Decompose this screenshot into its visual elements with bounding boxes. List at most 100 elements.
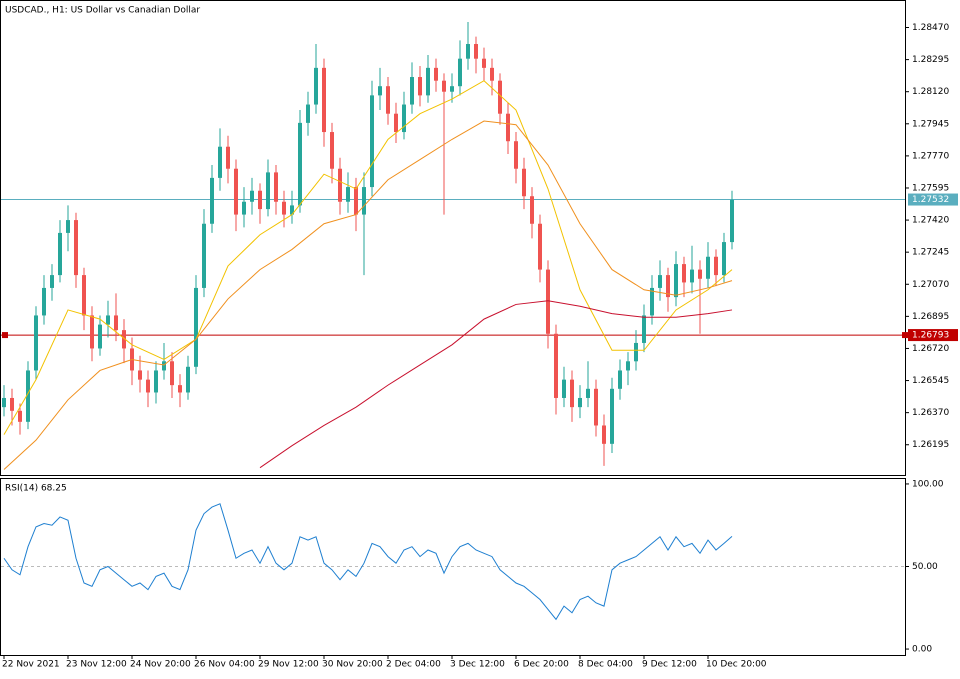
candle-body [106, 315, 110, 325]
candle-body [154, 370, 158, 393]
x-tick-label: 8 Dec 04:00 [578, 660, 633, 670]
candle-body [50, 275, 54, 288]
candle-body [482, 58, 486, 68]
y-tick-label: 1.26195 [912, 440, 949, 450]
rsi-tick-label: 0.00 [912, 645, 932, 655]
y-tick-label: 1.27420 [912, 216, 949, 226]
candle-body [42, 287, 46, 316]
y-tick-label: 1.27595 [912, 183, 949, 193]
candle-body [682, 264, 686, 283]
candle-body [634, 342, 638, 362]
candle-body [490, 67, 494, 81]
candle-body [346, 187, 350, 202]
candle-body [18, 410, 22, 422]
candle-body [426, 67, 430, 96]
candle-body [234, 168, 238, 215]
candle-body [626, 361, 630, 371]
candle-body [274, 172, 278, 202]
moving-average [3, 120, 733, 470]
candle-body [570, 379, 574, 408]
y-tick-label: 1.28120 [912, 87, 949, 97]
price-label-box [908, 329, 958, 342]
rsi-tick-label: 100.00 [912, 479, 944, 489]
chart-title: USDCAD., H1: US Dollar vs Canadian Dolla… [5, 6, 200, 16]
candle-body [178, 385, 182, 393]
y-tick-label: 1.27945 [912, 119, 949, 129]
candle-body [66, 220, 70, 233]
candle-body [698, 269, 702, 279]
y-tick-label: 1.26895 [912, 312, 949, 322]
candle-body [650, 287, 654, 316]
candle-body [498, 80, 502, 114]
y-tick-label: 1.28470 [912, 23, 949, 33]
moving-average [3, 80, 733, 435]
candle-body [378, 86, 382, 96]
moving-average [259, 300, 733, 469]
price-label: 1.26793 [912, 331, 949, 341]
y-tick-label: 1.26720 [912, 344, 949, 354]
candle-body [618, 370, 622, 389]
candle-body [34, 315, 38, 371]
candle-body [450, 86, 454, 92]
candle-body [146, 379, 150, 393]
candle-body [402, 104, 406, 133]
rsi-line [3, 503, 733, 621]
line-handle [2, 332, 8, 339]
candle-body [226, 146, 230, 169]
candle-body [730, 199, 734, 243]
candle-body [210, 177, 214, 224]
candle-body [722, 242, 726, 276]
y-tick-label: 1.27770 [912, 151, 949, 161]
candle-body [706, 256, 710, 279]
x-tick-label: 6 Dec 20:00 [514, 660, 569, 670]
candle-body [2, 397, 6, 408]
candle-body [658, 275, 662, 288]
x-tick-label: 9 Dec 12:00 [642, 660, 697, 670]
rsi-tick-label: 50.00 [912, 562, 938, 572]
x-tick-label: 24 Nov 20:00 [130, 660, 191, 670]
candle-body [162, 361, 166, 371]
x-tick-label: 23 Nov 12:00 [66, 660, 127, 670]
line-handle [902, 332, 908, 339]
candle-body [202, 223, 206, 288]
candle-body [642, 315, 646, 343]
y-tick-label: 1.26545 [912, 376, 949, 386]
candle-body [506, 113, 510, 142]
candle-body [714, 256, 718, 276]
candle-body [266, 172, 270, 210]
x-tick-label: 2 Dec 04:00 [386, 660, 441, 670]
candle-body [458, 58, 462, 87]
candle-body [290, 205, 294, 215]
rsi-title: RSI(14) 68.25 [5, 484, 67, 494]
candle-body [442, 80, 446, 92]
candle-body [554, 333, 558, 398]
candle-body [602, 425, 606, 444]
candle-body [330, 132, 334, 169]
candle-body [114, 315, 118, 331]
candle-body [338, 168, 342, 202]
candle-body [434, 67, 438, 81]
candle-body [474, 44, 478, 59]
candle-body [354, 187, 358, 215]
candle-body [578, 397, 582, 408]
candle-body [690, 269, 694, 283]
x-tick-label: 22 Nov 2021 [2, 660, 60, 670]
candle-body [418, 77, 422, 96]
candle-body [186, 366, 190, 393]
x-tick-label: 26 Nov 04:00 [194, 660, 255, 670]
y-tick-label: 1.26370 [912, 408, 949, 418]
candle-body [610, 388, 614, 444]
candle-body [250, 190, 254, 202]
candle-body [322, 67, 326, 133]
candle-body [674, 264, 678, 298]
candle-body [314, 67, 318, 105]
y-tick-label: 1.27070 [912, 280, 949, 290]
candle-body [10, 397, 14, 411]
y-tick-label: 1.28295 [912, 55, 949, 65]
candle-body [538, 223, 542, 270]
candle-body [362, 187, 366, 215]
candle-body [90, 315, 94, 349]
candle-body [170, 361, 174, 386]
